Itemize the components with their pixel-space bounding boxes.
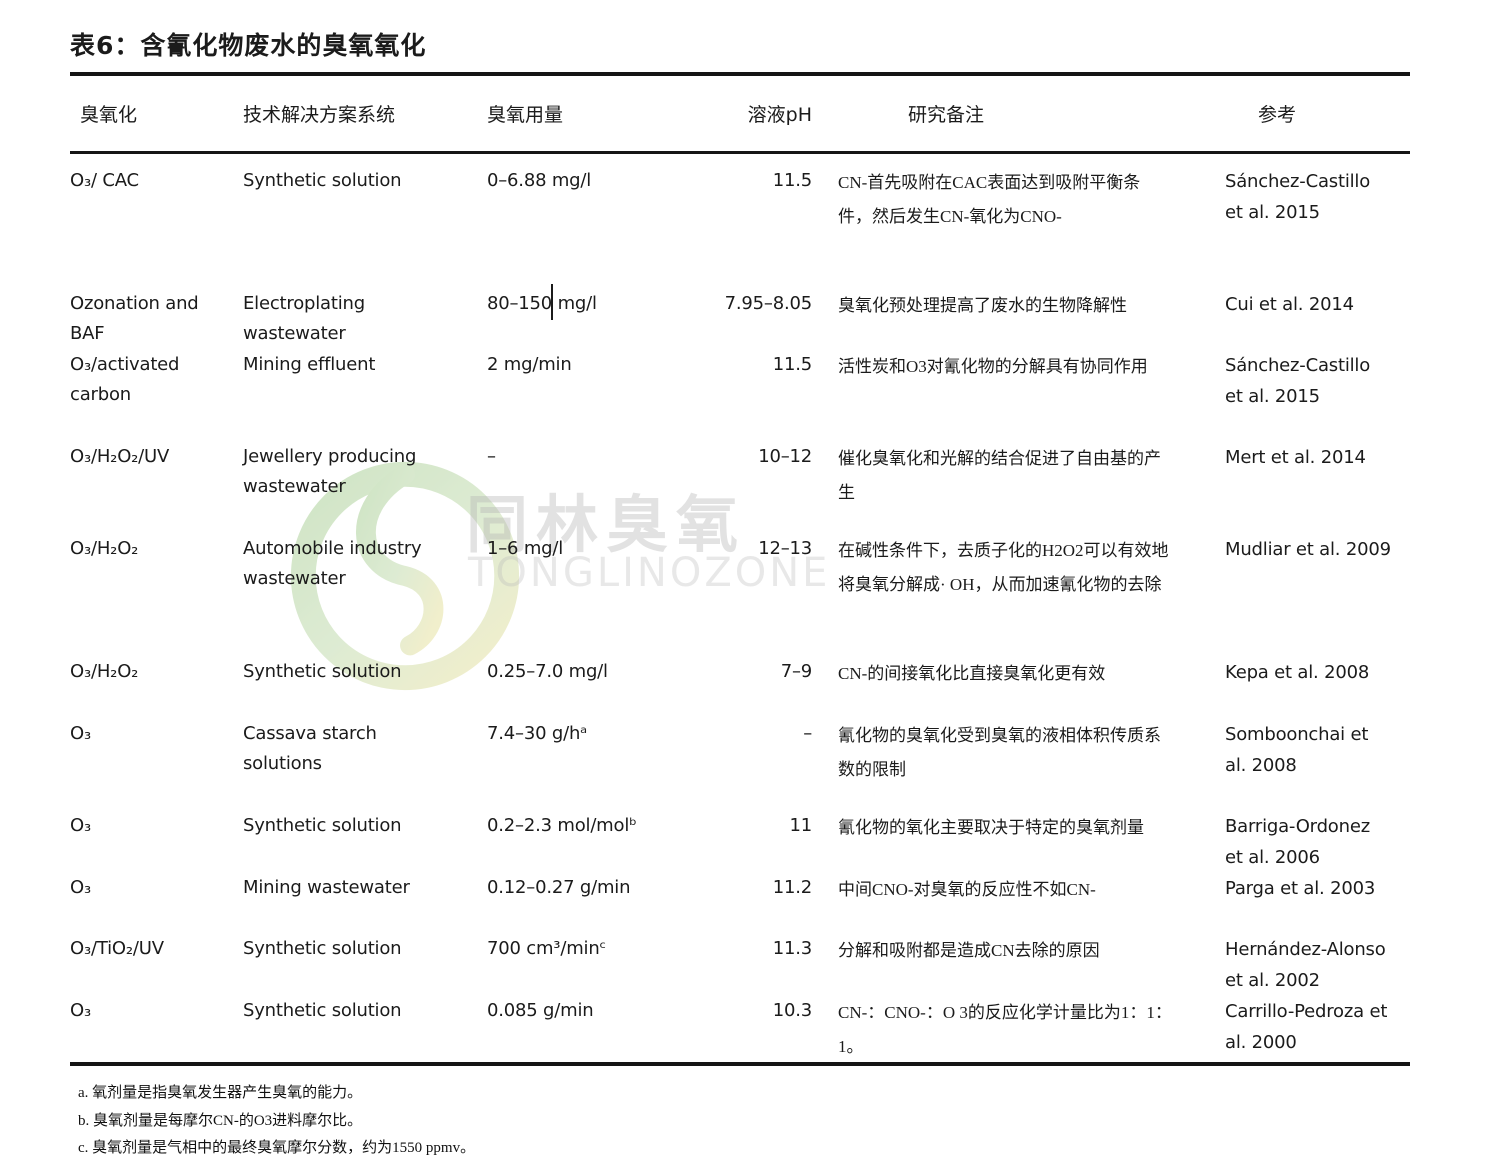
cell-dosage: 0.2–2.3 mol/molᵇ — [487, 815, 637, 836]
cell-notes: 在碱性条件下，去质子化的H2O2可以有效地将臭氧分解成· OH，从而加速氰化物的… — [838, 541, 1169, 594]
cell-notes: CN-：CNO-：O 3的反应化学计量比为1：1：1。 — [838, 1003, 1172, 1056]
cell-notes: 氰化物的臭氧化受到臭氧的液相体积传质系数的限制 — [838, 726, 1161, 779]
cell-notes: CN-首先吸附在CAC表面达到吸附平衡条件，然后发生CN-氧化为CNO- — [838, 173, 1141, 226]
cell-dosage: 1–6 mg/l — [487, 538, 564, 559]
table-header-row: 臭氧化 技术解决方案系统 臭氧用量 溶液pH 研究备注 参考 — [70, 76, 1410, 154]
cell-notes: 臭氧化预处理提高了废水的生物降解性 — [838, 296, 1127, 315]
cell-ozonation: O₃ — [70, 723, 91, 744]
cell-dosage: 80–150 mg/l — [487, 293, 597, 314]
cell-dosage: 0.085 g/min — [487, 1000, 594, 1021]
cell-ozonation: O₃/H₂O₂ — [70, 661, 139, 682]
cell-dosage: 0.25–7.0 mg/l — [487, 661, 608, 682]
cell-ph: – — [803, 723, 812, 744]
cell-ph: 10.3 — [772, 1000, 812, 1021]
cell-reference: Mudliar et al. 2009 — [1225, 539, 1391, 560]
cell-notes: CN-的间接氧化比直接臭氧化更有效 — [838, 664, 1106, 683]
data-table: 臭氧化 技术解决方案系统 臭氧用量 溶液pH 研究备注 参考 O₃/ CAC S… — [70, 72, 1410, 1066]
cell-dosage: 0–6.88 mg/l — [487, 170, 592, 191]
cell-ozonation: Ozonation and BAF — [70, 293, 199, 344]
cell-ozonation: O₃/ CAC — [70, 170, 139, 191]
header-dosage: 臭氧用量 — [487, 104, 564, 126]
header-ph: 溶液pH — [747, 104, 812, 126]
cell-system: Electroplating wastewater — [243, 293, 365, 344]
table-row: Ozonation and BAF Electroplating wastewa… — [70, 277, 1410, 344]
table-row: O₃ Synthetic solution 0.085 g/min 10.3 C… — [70, 984, 1410, 1062]
table-row: O₃/H₂O₂/UV Jewellery producing wastewate… — [70, 430, 1410, 522]
cell-ph: 12–13 — [758, 538, 812, 559]
cell-system: Synthetic solution — [243, 661, 402, 682]
table-row: O₃/H₂O₂ Automobile industry wastewater 1… — [70, 522, 1410, 645]
footnotes: a. 氧剂量是指臭氧发生器产生臭氧的能力。 b. 臭氧剂量是每摩尔CN-的O3进… — [78, 1080, 475, 1163]
cell-dosage: 700 cm³/minᶜ — [487, 938, 606, 959]
cell-system: Automobile industry wastewater — [243, 538, 422, 589]
table-body: O₃/ CAC Synthetic solution 0–6.88 mg/l 1… — [70, 154, 1410, 1066]
cell-ph: 11.2 — [772, 877, 812, 898]
cell-system: Cassava starch solutions — [243, 723, 377, 774]
cell-ozonation: O₃/H₂O₂/UV — [70, 446, 170, 467]
cell-reference: Somboonchai et al. 2008 — [1225, 724, 1369, 776]
cell-ozonation: O₃ — [70, 877, 91, 898]
header-ozonation: 臭氧化 — [80, 104, 138, 126]
cell-reference: Sánchez-Castillo et al. 2015 — [1225, 355, 1371, 407]
cell-ozonation: O₃/activated carbon — [70, 354, 180, 405]
cell-ph: 11.5 — [772, 354, 812, 375]
cell-reference: Mert et al. 2014 — [1225, 447, 1366, 468]
cell-dosage: – — [487, 446, 496, 467]
cell-ph: 11.5 — [772, 170, 812, 191]
cell-reference: Kepa et al. 2008 — [1225, 662, 1370, 683]
header-notes: 研究备注 — [908, 104, 985, 126]
cell-system: Synthetic solution — [243, 1000, 402, 1021]
cell-notes: 催化臭氧化和光解的结合促进了自由基的产生 — [838, 449, 1161, 502]
cell-ozonation: O₃/H₂O₂ — [70, 538, 139, 559]
cell-reference: Hernández-Alonso et al. 2002 — [1225, 939, 1386, 991]
cell-dosage: 0.12–0.27 g/min — [487, 877, 631, 898]
cell-reference: Parga et al. 2003 — [1225, 878, 1376, 899]
cell-reference: Cui et al. 2014 — [1225, 294, 1354, 315]
page-title: 表6：含氰化物废水的臭氧氧化 — [70, 31, 427, 60]
cell-ph: 11 — [789, 815, 812, 836]
table-row: O₃ Mining wastewater 0.12–0.27 g/min 11.… — [70, 861, 1410, 922]
cell-system: Synthetic solution — [243, 938, 402, 959]
cell-dosage: 7.4–30 g/hᵃ — [487, 723, 587, 744]
cell-system: Synthetic solution — [243, 170, 402, 191]
footnote-b: b. 臭氧剂量是每摩尔CN-的O3进料摩尔比。 — [78, 1112, 363, 1129]
cell-reference: Sánchez-Castillo et al. 2015 — [1225, 171, 1371, 223]
cell-notes: 中间CNO-对臭氧的反应性不如CN- — [838, 880, 1096, 899]
text-cursor — [551, 284, 553, 320]
table-row: O₃/activated carbon Mining effluent 2 mg… — [70, 338, 1410, 430]
cell-ozonation: O₃/TiO₂/UV — [70, 938, 164, 959]
cell-dosage: 2 mg/min — [487, 354, 572, 375]
cell-notes: 分解和吸附都是造成CN去除的原因 — [838, 941, 1100, 960]
header-reference: 参考 — [1258, 104, 1297, 126]
cell-system: Synthetic solution — [243, 815, 402, 836]
cell-notes: 氰化物的氧化主要取决于特定的臭氧剂量 — [838, 818, 1144, 837]
cell-ozonation: O₃ — [70, 815, 91, 836]
table-row: O₃/TiO₂/UV Synthetic solution 700 cm³/mi… — [70, 922, 1410, 991]
cell-ph: 7–9 — [780, 661, 813, 682]
table-row: O₃/ CAC Synthetic solution 0–6.88 mg/l 1… — [70, 154, 1410, 277]
header-system: 技术解决方案系统 — [243, 104, 396, 126]
cell-notes: 活性炭和O3对氰化物的分解具有协同作用 — [838, 357, 1148, 376]
cell-ph: 11.3 — [772, 938, 812, 959]
cell-system: Mining effluent — [243, 354, 376, 375]
cell-ph: 10–12 — [758, 446, 812, 467]
cell-ozonation: O₃ — [70, 1000, 91, 1021]
cell-system: Mining wastewater — [243, 877, 410, 898]
footnote-a: a. 氧剂量是指臭氧发生器产生臭氧的能力。 — [78, 1085, 363, 1101]
footnote-c: c. 臭氧剂量是气相中的最终臭氧摩尔分数，约为1550 ppmv。 — [78, 1140, 476, 1156]
cell-system: Jewellery producing wastewater — [243, 446, 417, 497]
cell-reference: Barriga-Ordonez et al. 2006 — [1225, 816, 1370, 868]
cell-reference: Carrillo-Pedroza et al. 2000 — [1225, 1001, 1388, 1053]
table-row: O₃/H₂O₂ Synthetic solution 0.25–7.0 mg/l… — [70, 645, 1410, 707]
table-row: O₃ Synthetic solution 0.2–2.3 mol/molᵇ 1… — [70, 799, 1410, 868]
cell-ph: 7.95–8.05 — [724, 293, 813, 314]
table-row: O₃ Cassava starch solutions 7.4–30 g/hᵃ … — [70, 707, 1410, 799]
